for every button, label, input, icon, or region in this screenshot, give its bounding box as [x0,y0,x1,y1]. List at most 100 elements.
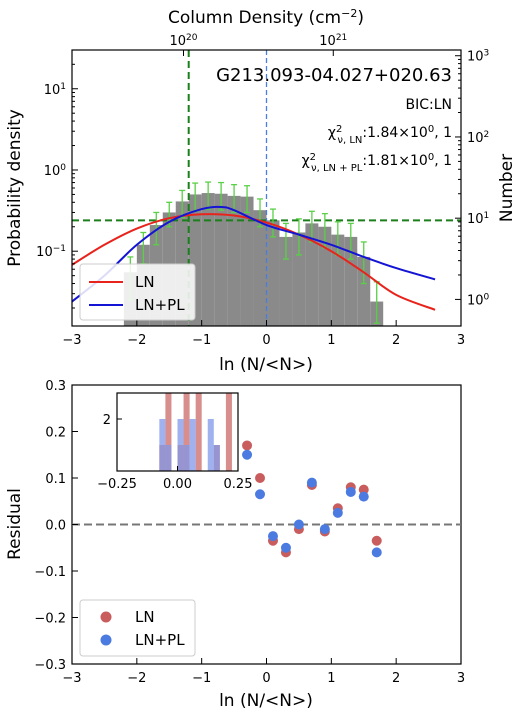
residual-point-lnpl [345,486,356,497]
top-axes-ticks: −3 −2 −1 0 1 2 3 1020 1021 10−1 100 101 100 101 102 103 [36,33,489,348]
residual-point-lnpl [306,477,317,488]
histogram-bar [344,236,358,326]
top-xlabel: ln (N/<N>) [219,355,313,375]
histogram-bar [227,195,241,326]
legend-ln-marker [100,611,112,623]
histogram-bar [214,193,228,326]
x-tick-label: −3 [62,333,81,348]
y-tick-label: 0.0 [45,519,66,534]
y-tick-label: 0.2 [45,426,66,441]
inset-x-tick-label: 0.25 [224,477,253,492]
inset-bar-lnpl [207,419,214,471]
pdf-panel: Column Density (cm−2) G213.093-04.027+02… [5,7,517,376]
y-tick-label: 0.1 [45,472,66,487]
chi-ln-exponent: 0 [428,124,434,135]
x-tick-label: 2 [392,671,400,686]
y-tick-label-right: 103 [467,49,489,65]
chi-pl-value: :1.81×10 [362,153,427,169]
residual-points-layer [72,440,461,558]
x-tick-label: 3 [457,671,465,686]
x-tick-label: −2 [127,671,146,686]
legend-lnpl-label: LN+PL [135,296,185,314]
lnpl-fit-curve [71,205,436,303]
residual-point-ln [358,484,369,495]
chi-ln-subscript: ν, LN [337,135,362,146]
histogram-bar [253,210,267,326]
top-ylabel-right: Number [497,154,517,222]
bottom-legend-lnpl-label: LN+PL [135,631,185,649]
inset-x-tick-label: 0.00 [163,477,192,492]
histogram-bar [266,220,280,326]
inset-bar-lnpl [165,445,172,471]
residual-point-ln [371,535,382,546]
x-tick-label: −1 [192,671,211,686]
x-tick-label: 0 [262,671,270,686]
x-tick-label: −2 [127,333,146,348]
inset-bar-lnpl [213,445,220,471]
legend-ln-label: LN [135,273,155,291]
residual-panel: −3 −2 −1 0 1 2 3 −0.3 −0.2 −0.1 0.0 0.1 0.2 0.3 ln (N… [5,379,465,711]
bottom-axes-ticks: −3 −2 −1 0 1 2 3 −0.3 −0.2 −0.1 0.0 0.1 0.2 0.3 [34,379,465,686]
histogram-bar [318,226,332,326]
bottom-legend-ln-label: LN [135,608,155,626]
residual-point-lnpl [371,547,382,558]
top-axis-label: Column Density (cm−2) [168,7,364,29]
y-tick-label-left: 101 [44,82,66,98]
x-tick-label: −1 [192,333,211,348]
histogram-bar [292,232,306,326]
x-tick-label: 3 [457,333,465,348]
residual-point-lnpl [332,507,343,518]
residual-point-lnpl [242,449,253,460]
x-tick-label: 1 [327,333,335,348]
histogram-bar [279,236,293,326]
residual-point-lnpl [267,531,278,542]
bottom-ylabel: Residual [5,488,25,560]
residual-point-ln [242,440,253,451]
residual-point-lnpl [255,489,266,500]
residual-point-ln [255,473,266,483]
inset-y-tick-label: 2 [103,413,111,428]
y-tick-label-right: 101 [467,211,489,227]
y-tick-label: 0.3 [45,379,66,394]
y-tick-label: −0.1 [34,565,66,580]
legend-lnpl-marker [100,634,112,646]
chi-pl-annotation: χ2 ν, LN + PL:1.81×100, 1 [302,152,452,174]
chi-pl-exponent: 0 [428,152,434,163]
y-tick-label-left: 10−1 [36,244,66,260]
bottom-legend: LN LN+PL [79,599,196,657]
residual-point-lnpl [293,519,304,530]
inset-bar-ln [165,393,172,471]
histogram-bar [201,193,215,326]
chi-ln-tail: , 1 [434,125,452,141]
y-tick-label-left: 100 [44,163,67,179]
inset-bar-lnpl [183,445,190,471]
chi-pl-subscript: ν, LN + PL [311,163,363,174]
top-tick-label: 1021 [319,33,347,49]
residual-point-lnpl [358,491,369,502]
top-legend: LN LN+PL [79,263,196,321]
x-tick-label: 2 [392,333,400,348]
x-tick-label: 0 [262,333,270,348]
chi-ln-value: :1.84×10 [362,125,427,141]
histogram-bar [240,196,254,326]
inset-bar-ln [225,393,232,471]
x-tick-label: −3 [62,671,81,686]
top-ylabel-left: Probability density [5,109,25,267]
histogram-bar [305,223,319,326]
y-tick-label: −0.3 [34,658,66,673]
inset-bar-lnpl [177,419,184,471]
top-tick-label: 1020 [170,33,198,49]
bic-annotation: BIC:LN [406,97,453,113]
residual-point-lnpl [319,524,330,535]
inset-x-tick-label: −0.25 [97,477,137,492]
y-tick-label-right: 102 [467,130,489,146]
y-tick-label: −0.2 [34,612,66,627]
residual-histogram-inset: −0.25 0.00 0.25 2 [97,392,253,492]
inset-bar-lnpl [189,419,196,471]
inset-bars-layer [159,393,232,471]
y-tick-label-right: 100 [467,292,490,308]
title: G213.093-04.027+020.63 [216,65,452,86]
inset-bar-ln [183,393,190,471]
chi-ln-annotation: χ2 ν, LN:1.84×100, 1 [328,124,452,146]
